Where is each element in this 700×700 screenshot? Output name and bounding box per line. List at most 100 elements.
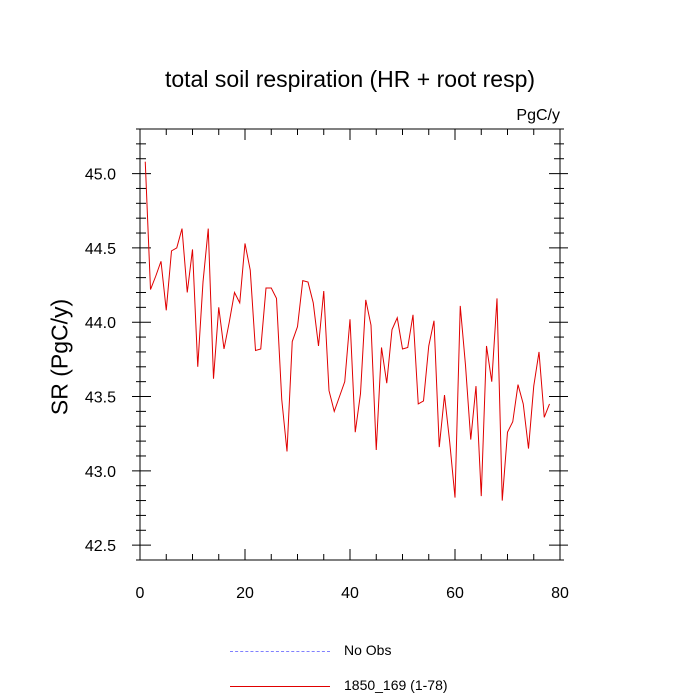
data-point [470,439,471,440]
data-point [360,393,361,394]
data-point [328,390,329,391]
data-point [307,281,308,282]
data-point [349,319,350,320]
data-point [260,348,261,349]
data-point [323,290,324,291]
data-point [512,421,513,422]
data-point [160,261,161,262]
data-point [234,292,235,293]
data-point [255,350,256,351]
data-point [423,400,424,401]
data-point [202,281,203,282]
data-point [517,384,518,385]
data-point [538,351,539,352]
data-point [339,396,340,397]
data-point [475,386,476,387]
data-point [418,403,419,404]
data-point [208,228,209,229]
y-tick-label: 43.0 [85,464,116,481]
data-point [176,247,177,248]
data-point [439,446,440,447]
y-tick-label: 42.5 [85,538,116,555]
data-point [313,302,314,303]
data-point [528,448,529,449]
data-point [213,378,214,379]
data-point [507,432,508,433]
chart-title: total soil respiration (HR + root resp) [164,66,536,92]
x-tick-label: 80 [551,585,569,602]
data-point [229,322,230,323]
data-point [481,495,482,496]
data-point [355,432,356,433]
data-point [281,399,282,400]
legend-solid-line-sample [230,686,330,687]
data-point [292,341,293,342]
data-point [549,403,550,404]
data-point [365,299,366,300]
data-point [192,249,193,250]
data-point [407,347,408,348]
data-point [491,381,492,382]
plot-frame [139,128,561,561]
data-point [444,394,445,395]
data-point [391,329,392,330]
data-point [218,307,219,308]
y-tick-label: 45.0 [85,167,116,184]
data-point [381,347,382,348]
data-point [454,497,455,498]
data-point [386,383,387,384]
data-point [250,270,251,271]
data-point [523,403,524,404]
data-point [460,305,461,306]
legend-dashed-line-sample [230,651,330,652]
data-point [433,320,434,321]
data-point [223,348,224,349]
data-point [370,325,371,326]
data-point [239,302,240,303]
data-point [465,365,466,366]
data-point [155,276,156,277]
legend-label-model: 1850_169 (1-78) [344,677,448,693]
data-point [496,298,497,299]
data-point [486,345,487,346]
x-tick-label: 40 [341,585,359,602]
data-point [533,386,534,387]
data-point [449,442,450,443]
y-tick-label: 44.5 [85,241,116,258]
data-point [197,366,198,367]
data-point [402,348,403,349]
series-group [144,161,550,501]
x-tick-label: 60 [446,585,464,602]
data-point [544,417,545,418]
y-axis-label: SR (PgC/y) [46,298,73,416]
series-line [144,161,550,501]
data-point [344,381,345,382]
data-point [297,326,298,327]
data-point [187,292,188,293]
legend-label-no-obs: No Obs [344,642,392,658]
data-point [376,449,377,450]
data-point [318,345,319,346]
y-tick-label: 43.5 [85,390,116,407]
data-point [334,411,335,412]
data-point [428,345,429,346]
x-tick-label: 20 [236,585,254,602]
data-point [302,280,303,281]
data-point [397,317,398,318]
data-point [412,314,413,315]
data-point [150,289,151,290]
y-tick-label: 44.0 [85,315,116,332]
data-point [265,287,266,288]
x-tick-label: 0 [136,585,145,602]
data-point [166,310,167,311]
data-point [286,451,287,452]
data-point [145,161,146,162]
data-point [244,243,245,244]
data-point [171,250,172,251]
units-label: PgC/y [516,107,560,124]
data-point [276,298,277,299]
data-point [271,287,272,288]
data-point [181,228,182,229]
axes: 0 20 40 60 80 42.5 43.0 43.5 44.0 44.5 45.0 [85,128,569,602]
